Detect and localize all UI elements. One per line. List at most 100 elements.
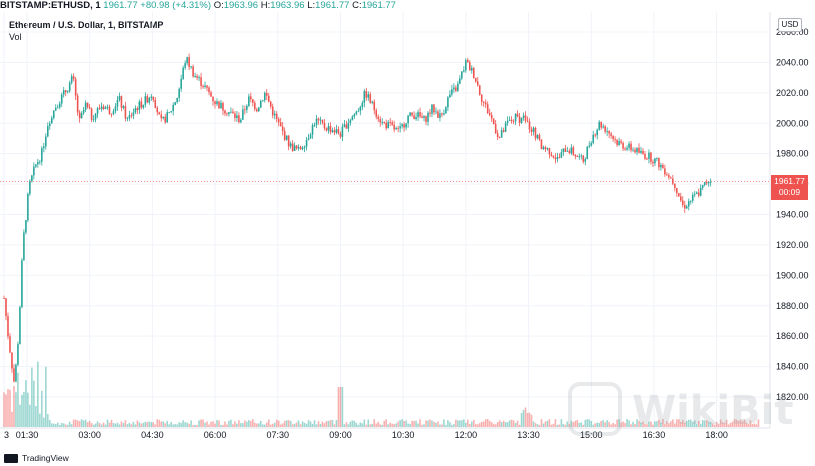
volume-bar — [240, 423, 242, 427]
volume-bar — [252, 419, 254, 427]
volume-bar — [753, 423, 756, 427]
candle-body — [429, 112, 431, 114]
candle-body — [236, 115, 238, 118]
volume-bar — [198, 420, 200, 427]
volume-bar — [293, 423, 296, 427]
volume-bar — [650, 421, 652, 427]
volume-bar — [351, 420, 354, 427]
volume-bar — [154, 424, 157, 427]
candle-body — [401, 124, 403, 127]
candle-body — [62, 90, 65, 95]
volume-bar — [570, 420, 573, 427]
candle-body — [60, 94, 63, 104]
volume-bar — [130, 424, 133, 427]
volume-bar — [281, 423, 284, 427]
volume-bar — [560, 419, 563, 427]
volume-bar — [164, 423, 167, 427]
volume-bar — [208, 424, 210, 427]
candle-body — [504, 123, 507, 132]
candle-body — [46, 126, 49, 137]
volume-bar — [11, 411, 13, 427]
volume-bar — [588, 419, 591, 427]
candle-body — [377, 116, 380, 120]
candle-body — [550, 154, 553, 156]
candle-body — [323, 123, 326, 129]
volume-bar — [377, 421, 380, 427]
volume-bar — [558, 424, 561, 427]
volume-bar — [216, 419, 218, 427]
candle-body — [45, 136, 47, 147]
volume-bar — [246, 421, 248, 427]
candle-body — [254, 102, 256, 110]
candle-body — [301, 147, 304, 150]
currency-button[interactable]: USD — [778, 18, 802, 32]
candle-body — [76, 95, 79, 113]
volume-bar — [301, 421, 304, 427]
candle-body — [100, 106, 103, 110]
candle-body — [136, 108, 139, 111]
volume-bar — [259, 420, 262, 427]
volume-bar — [122, 423, 125, 427]
tradingview-branding[interactable]: TradingView — [4, 452, 69, 464]
candle-body — [538, 135, 541, 140]
volume-bar — [532, 421, 535, 427]
volume-bar — [373, 419, 376, 427]
volume-bar — [586, 419, 589, 427]
volume-bar — [409, 424, 411, 427]
volume-bar — [598, 423, 600, 427]
candle-body — [283, 130, 286, 140]
volume-bar — [261, 424, 264, 427]
volume-bar — [733, 419, 736, 427]
volume-bar — [321, 421, 324, 427]
high-label: H: — [260, 0, 271, 11]
candle-body — [3, 298, 5, 299]
candle-body — [269, 101, 272, 107]
volume-bar — [469, 423, 471, 427]
volume-bar — [393, 424, 395, 427]
candle-body — [194, 76, 196, 77]
volume-bar — [92, 424, 95, 427]
volume-bar — [134, 424, 137, 427]
candle-body — [275, 113, 278, 119]
candle-body — [33, 166, 35, 176]
candle-body — [407, 115, 409, 124]
volume-bar — [727, 424, 730, 427]
volume-bar — [514, 422, 517, 427]
candle-body — [172, 104, 175, 112]
volume-bar — [725, 419, 728, 427]
volume-bar — [502, 420, 505, 427]
candle-body — [122, 106, 125, 108]
candle-body — [532, 127, 535, 132]
volume-bar — [96, 421, 99, 427]
volume-bar — [658, 419, 660, 427]
candle-body — [9, 336, 11, 353]
candle-body — [144, 96, 147, 105]
volume-bar — [695, 424, 698, 427]
candle-body — [41, 148, 43, 162]
open-value: 1963.96 — [223, 0, 259, 11]
candle-body — [465, 60, 467, 71]
candle-body — [210, 92, 212, 97]
candle-body — [514, 113, 517, 122]
candle-body — [13, 368, 15, 382]
volume-bar — [548, 419, 551, 427]
candle-body — [594, 134, 597, 136]
candle-body — [78, 112, 81, 119]
candle-body — [580, 155, 583, 157]
volume-bar — [419, 419, 421, 427]
candle-body — [405, 123, 407, 128]
volume-bar — [224, 421, 226, 427]
candle-body — [693, 194, 696, 195]
candle-body — [208, 87, 210, 93]
candle-body — [423, 116, 425, 118]
volume-label[interactable]: Vol — [9, 32, 22, 42]
volume-bar — [530, 414, 533, 427]
candle-body — [252, 99, 254, 103]
x-tick-label: 15:00 — [580, 430, 603, 440]
volume-bar — [470, 421, 473, 427]
volume-bar — [220, 424, 222, 427]
volume-bar — [431, 420, 433, 427]
volume-bar — [638, 420, 640, 427]
volume-bar — [347, 424, 350, 427]
